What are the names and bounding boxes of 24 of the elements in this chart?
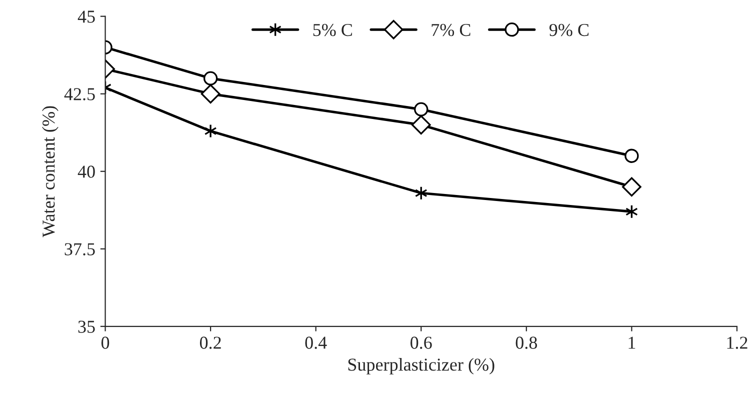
y-tick-label: 45	[78, 10, 95, 23]
y-tick-label: 35	[78, 320, 95, 333]
x-tick-label: 0.6	[410, 336, 432, 349]
y-tick-label: 42.5	[64, 88, 95, 100]
x-tick-label: 0	[101, 336, 110, 349]
point	[200, 84, 220, 104]
point	[624, 148, 639, 163]
y-tick-label: 40	[78, 166, 95, 178]
x-axis-title: Superplasticizer (%)	[348, 358, 494, 374]
x-tick-label: 1.2	[727, 336, 748, 349]
y-tick-label: 37.5	[64, 243, 95, 256]
y-axis-title: Water content (%)	[42, 106, 58, 238]
point	[411, 115, 431, 135]
x-tick-label: 0.8	[516, 336, 537, 349]
x-tick-label: 1	[628, 336, 636, 349]
point	[203, 71, 218, 86]
point	[414, 102, 428, 116]
point	[622, 177, 642, 197]
legend-label: 7% C	[432, 24, 470, 36]
point	[204, 124, 217, 138]
legend-label: 9% C	[549, 24, 588, 36]
x-tick-label: 0.2	[200, 336, 221, 349]
legend-label: 5% C	[313, 24, 352, 36]
x-tick-label: 0.4	[305, 336, 327, 349]
